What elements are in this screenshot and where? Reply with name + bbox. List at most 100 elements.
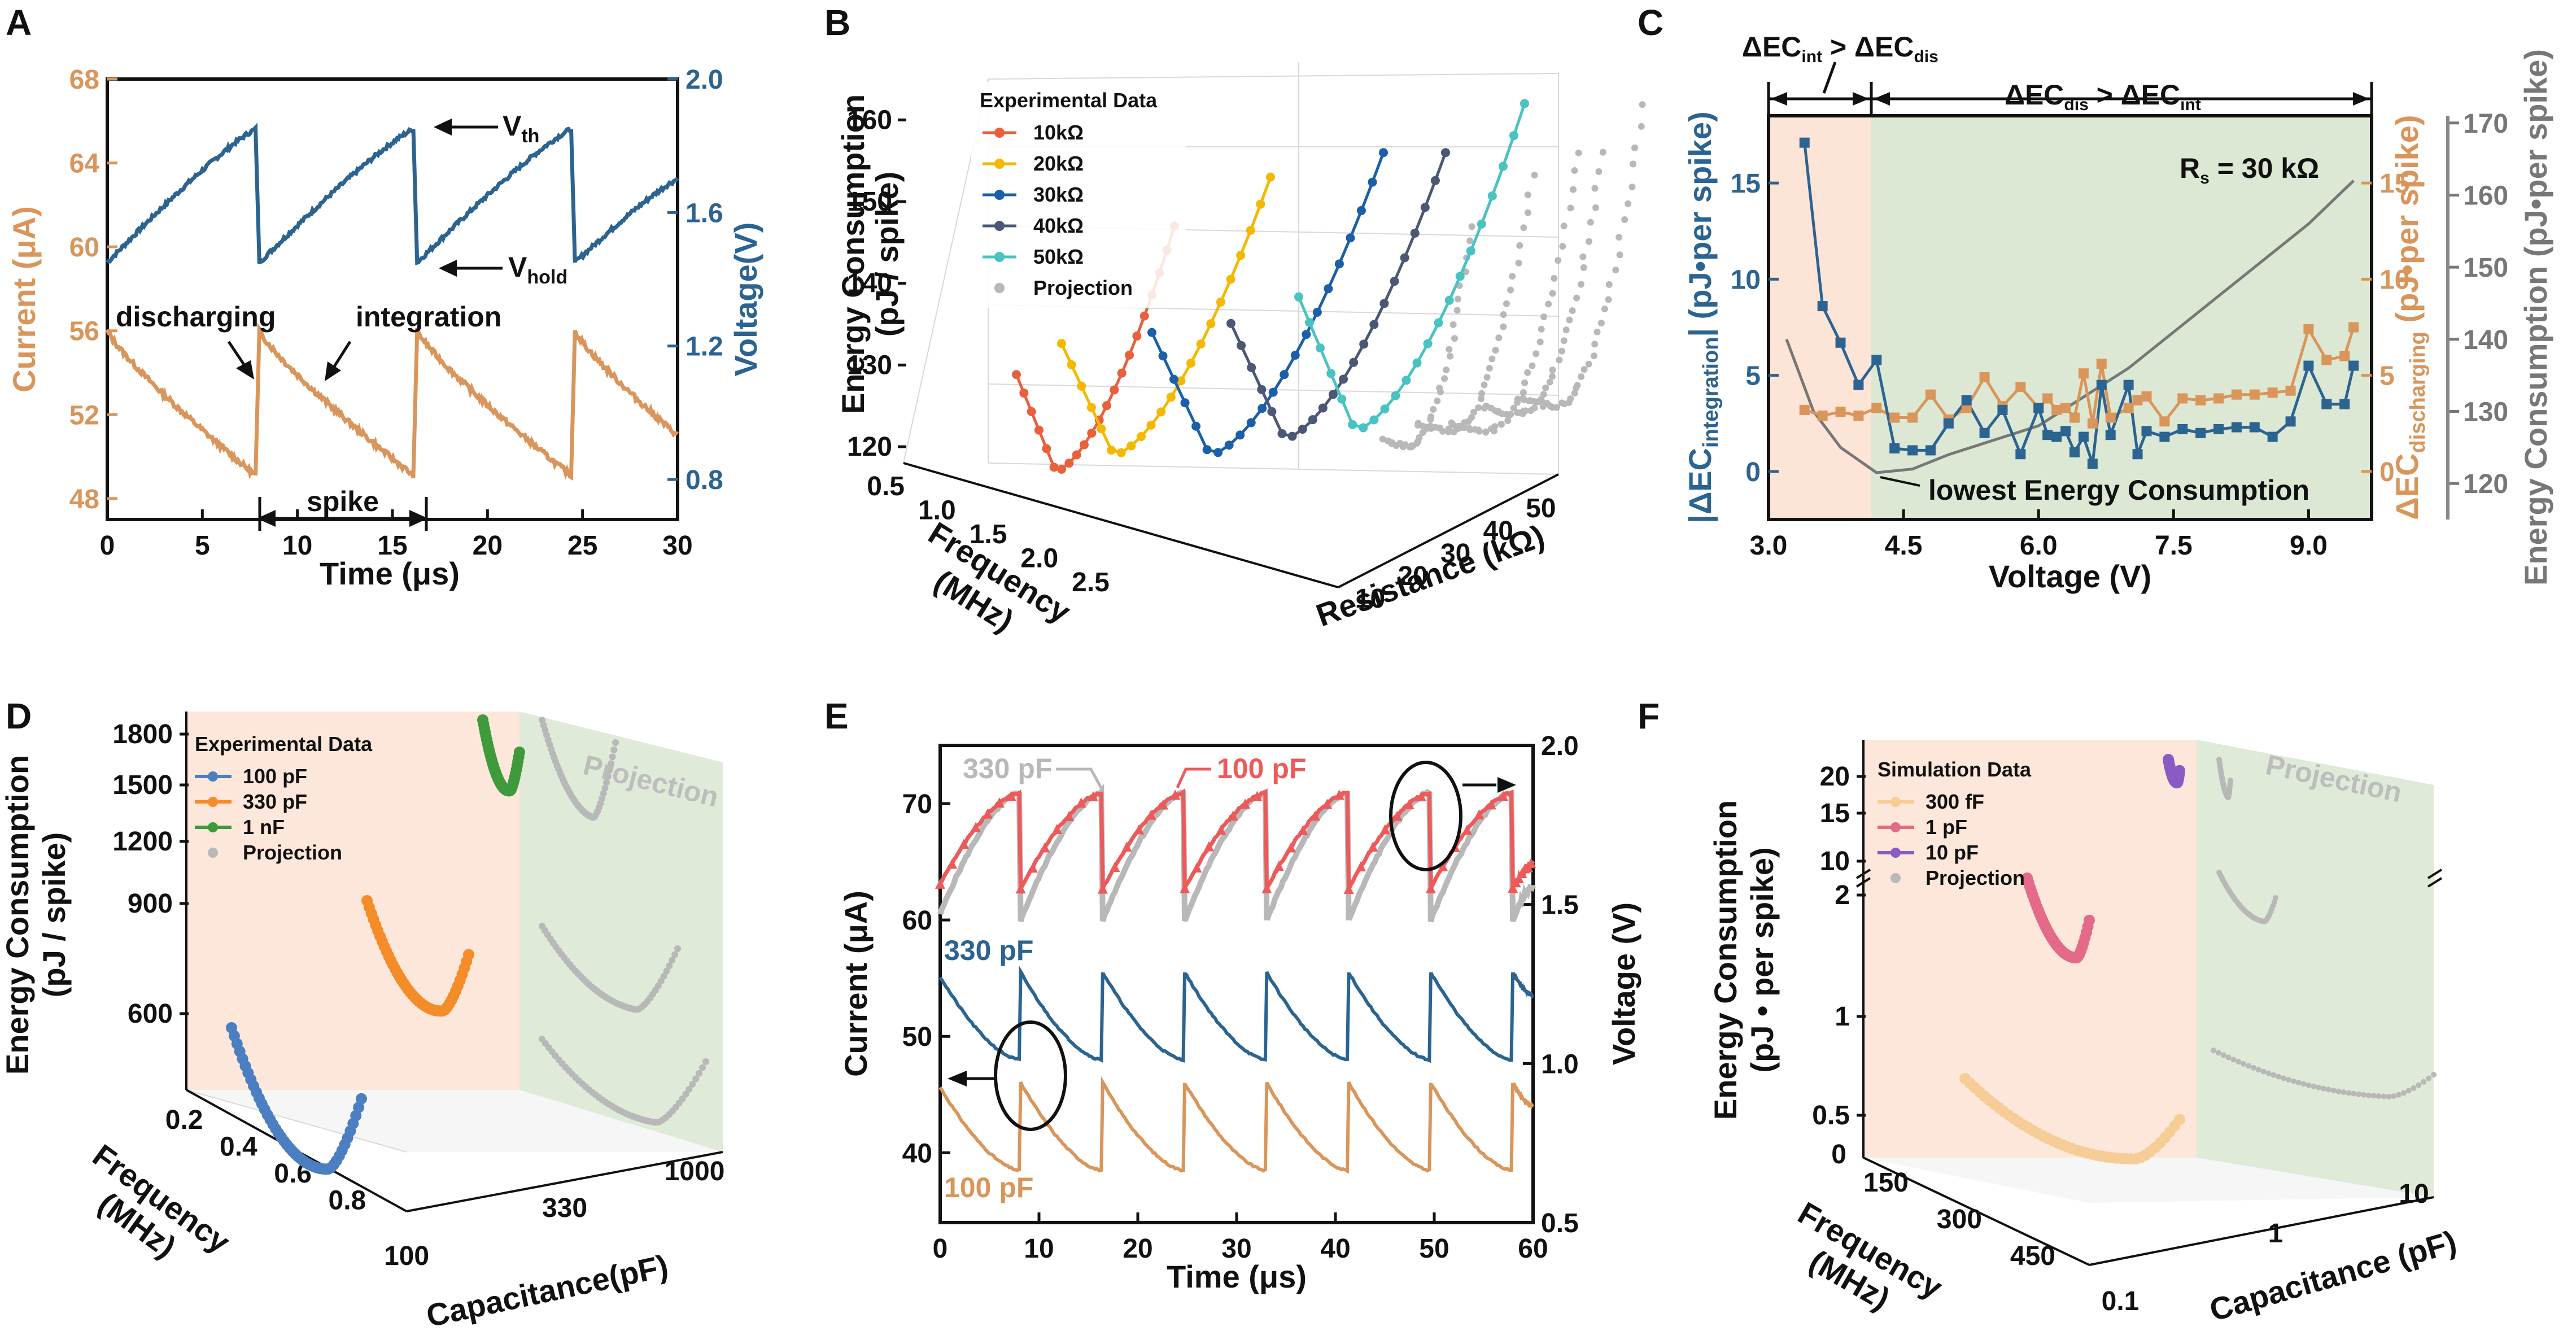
- panel-f-freq-tick-label: 150: [1863, 1168, 1909, 1198]
- series-point-3: [1441, 148, 1450, 158]
- panel-f-freq-tick-label: 0: [1831, 1140, 1846, 1170]
- projection-point: [1549, 373, 1556, 380]
- series-point-4: [1401, 376, 1411, 385]
- series-point-3: [1277, 429, 1287, 438]
- series-point-2: [1290, 351, 1300, 360]
- panel-e-x-tick-label: 0: [933, 1234, 948, 1264]
- projection-point: [1500, 323, 1507, 330]
- series-point-4: [1337, 394, 1347, 404]
- voltage-100pf-marker: [1404, 799, 1414, 810]
- projection-point: [1516, 242, 1523, 249]
- panel-d-z-ticks: 600 900 1200 1500 1800: [112, 719, 189, 1029]
- discharging-marker: [2231, 389, 2242, 400]
- panel-c-left-tick-label: 5: [1745, 361, 1761, 391]
- voltage-100pf-marker: [1474, 809, 1485, 820]
- series-point-4: [1466, 246, 1475, 256]
- projection-point: [1475, 404, 1482, 411]
- voltage-100pf-markers: [935, 789, 1536, 894]
- panel-b-res-tick-label: 40: [1483, 516, 1513, 546]
- series-point-2: [1379, 148, 1388, 158]
- projection-point: [2285, 1077, 2291, 1083]
- integration-marker: [2213, 424, 2224, 434]
- panel-b-series: [1012, 99, 1646, 474]
- projection-point: [2395, 1092, 2402, 1098]
- series-point-1: [1067, 360, 1076, 370]
- panel-a-left-tick-label: 48: [69, 485, 99, 514]
- series-point-3: [1318, 403, 1328, 413]
- projection-point: [1449, 321, 1457, 328]
- projection-point: [1520, 396, 1527, 403]
- discharging-marker: [2348, 322, 2359, 333]
- integration-marker: [2123, 379, 2134, 390]
- vhold-label: Vhold: [508, 251, 567, 288]
- projection-point: [1629, 160, 1636, 168]
- panel-b-res-tick-label: 20: [1398, 561, 1427, 591]
- series-point-2: [514, 747, 525, 758]
- panel-a-right-label: Voltage(V): [728, 222, 763, 377]
- panel-d-cap-tick-label: 100: [384, 1241, 429, 1271]
- legend-label: Projection: [243, 841, 342, 864]
- projection-point: [1621, 216, 1628, 224]
- projection-point: [663, 967, 670, 975]
- panel-a-x-tick-label: 30: [662, 531, 692, 561]
- panel-f-z-unit: (pJ • per spike): [1744, 847, 1780, 1072]
- series-point-4: [1455, 272, 1465, 281]
- panel-f-freq-axis: [1863, 1157, 2090, 1266]
- projection-point: [1481, 381, 1488, 389]
- series-point-3: [1349, 357, 1359, 367]
- panel-a: A 0 5 10 15 20 25 30 48 52 56 60 64 68 0.8 1.2 1.6 2.0…: [6, 2, 763, 591]
- projection-point: [1577, 281, 1584, 288]
- panel-a-x-tick-label: 20: [473, 531, 503, 561]
- projection-point: [1590, 352, 1597, 360]
- voltage-100pf-marker: [1028, 862, 1038, 873]
- panel-a-left-tick-label: 56: [69, 317, 99, 347]
- panel-d-z-tick-label: 1200: [112, 827, 173, 857]
- series-point-1: [2084, 914, 2095, 926]
- current-axis-arrowhead: [948, 1071, 967, 1086]
- series-point-4: [1359, 423, 1368, 433]
- panel-a-left-tick-label: 52: [69, 400, 99, 430]
- panel-b-freq-tick-label: 1.0: [918, 496, 956, 526]
- projection-point: [1597, 320, 1605, 327]
- voltage-100pf-marker: [1097, 883, 1108, 894]
- legend-marker: [994, 221, 1005, 231]
- panel-b-grid: [988, 462, 1559, 475]
- projection-point: [1566, 316, 1573, 324]
- projection-point: [1436, 385, 1443, 392]
- panel-a-right-tick-label: 1.6: [686, 198, 723, 228]
- panel-b-z-label-unit: (pJ / spike): [869, 172, 905, 337]
- series-point-2: [1302, 330, 1311, 339]
- current-trace: [105, 322, 679, 481]
- panel-c-right1-tick-label: 0: [2379, 457, 2395, 487]
- panel-f-z-ticks: 0.5 1 2 10 15 20: [1812, 762, 1866, 1131]
- panel-c-right2-label: Energy Consumption (pJ•per spike): [2518, 49, 2553, 586]
- integration-marker: [2096, 379, 2107, 390]
- panel-b-res-tick-label: 50: [1526, 494, 1556, 523]
- projection-point: [2228, 778, 2233, 783]
- projection-point: [2300, 1081, 2307, 1087]
- projection-point: [2411, 1085, 2417, 1091]
- integration-marker: [2051, 431, 2062, 442]
- series-point-2: [1334, 259, 1344, 269]
- discharging-marker: [1799, 404, 1810, 415]
- series-point-3: [1420, 203, 1430, 212]
- voltage-100pf-marker: [1298, 824, 1308, 835]
- series-point-1: [1256, 199, 1265, 209]
- projection-point: [1553, 404, 1560, 411]
- spike-arrow-right: [409, 510, 428, 527]
- panel-e-x-tick-label: 50: [1419, 1234, 1449, 1264]
- projection-point: [686, 1085, 693, 1093]
- series-point-3: [1328, 390, 1338, 399]
- integration-marker: [1853, 379, 1864, 390]
- projection-point: [1475, 426, 1482, 434]
- projection-point: [1567, 395, 1574, 403]
- projection-point: [1595, 168, 1603, 175]
- projection-point: [1520, 389, 1527, 396]
- panel-c-x-tick-label: 6.0: [2020, 531, 2058, 561]
- projection-point: [1628, 184, 1636, 191]
- series-point-1: [1166, 392, 1176, 402]
- legend-marker: [994, 252, 1005, 262]
- panel-d-z-label: Energy Consumption: [0, 755, 35, 1075]
- bracket-arrowhead: [1874, 92, 1890, 106]
- discharging-marker: [2159, 416, 2170, 427]
